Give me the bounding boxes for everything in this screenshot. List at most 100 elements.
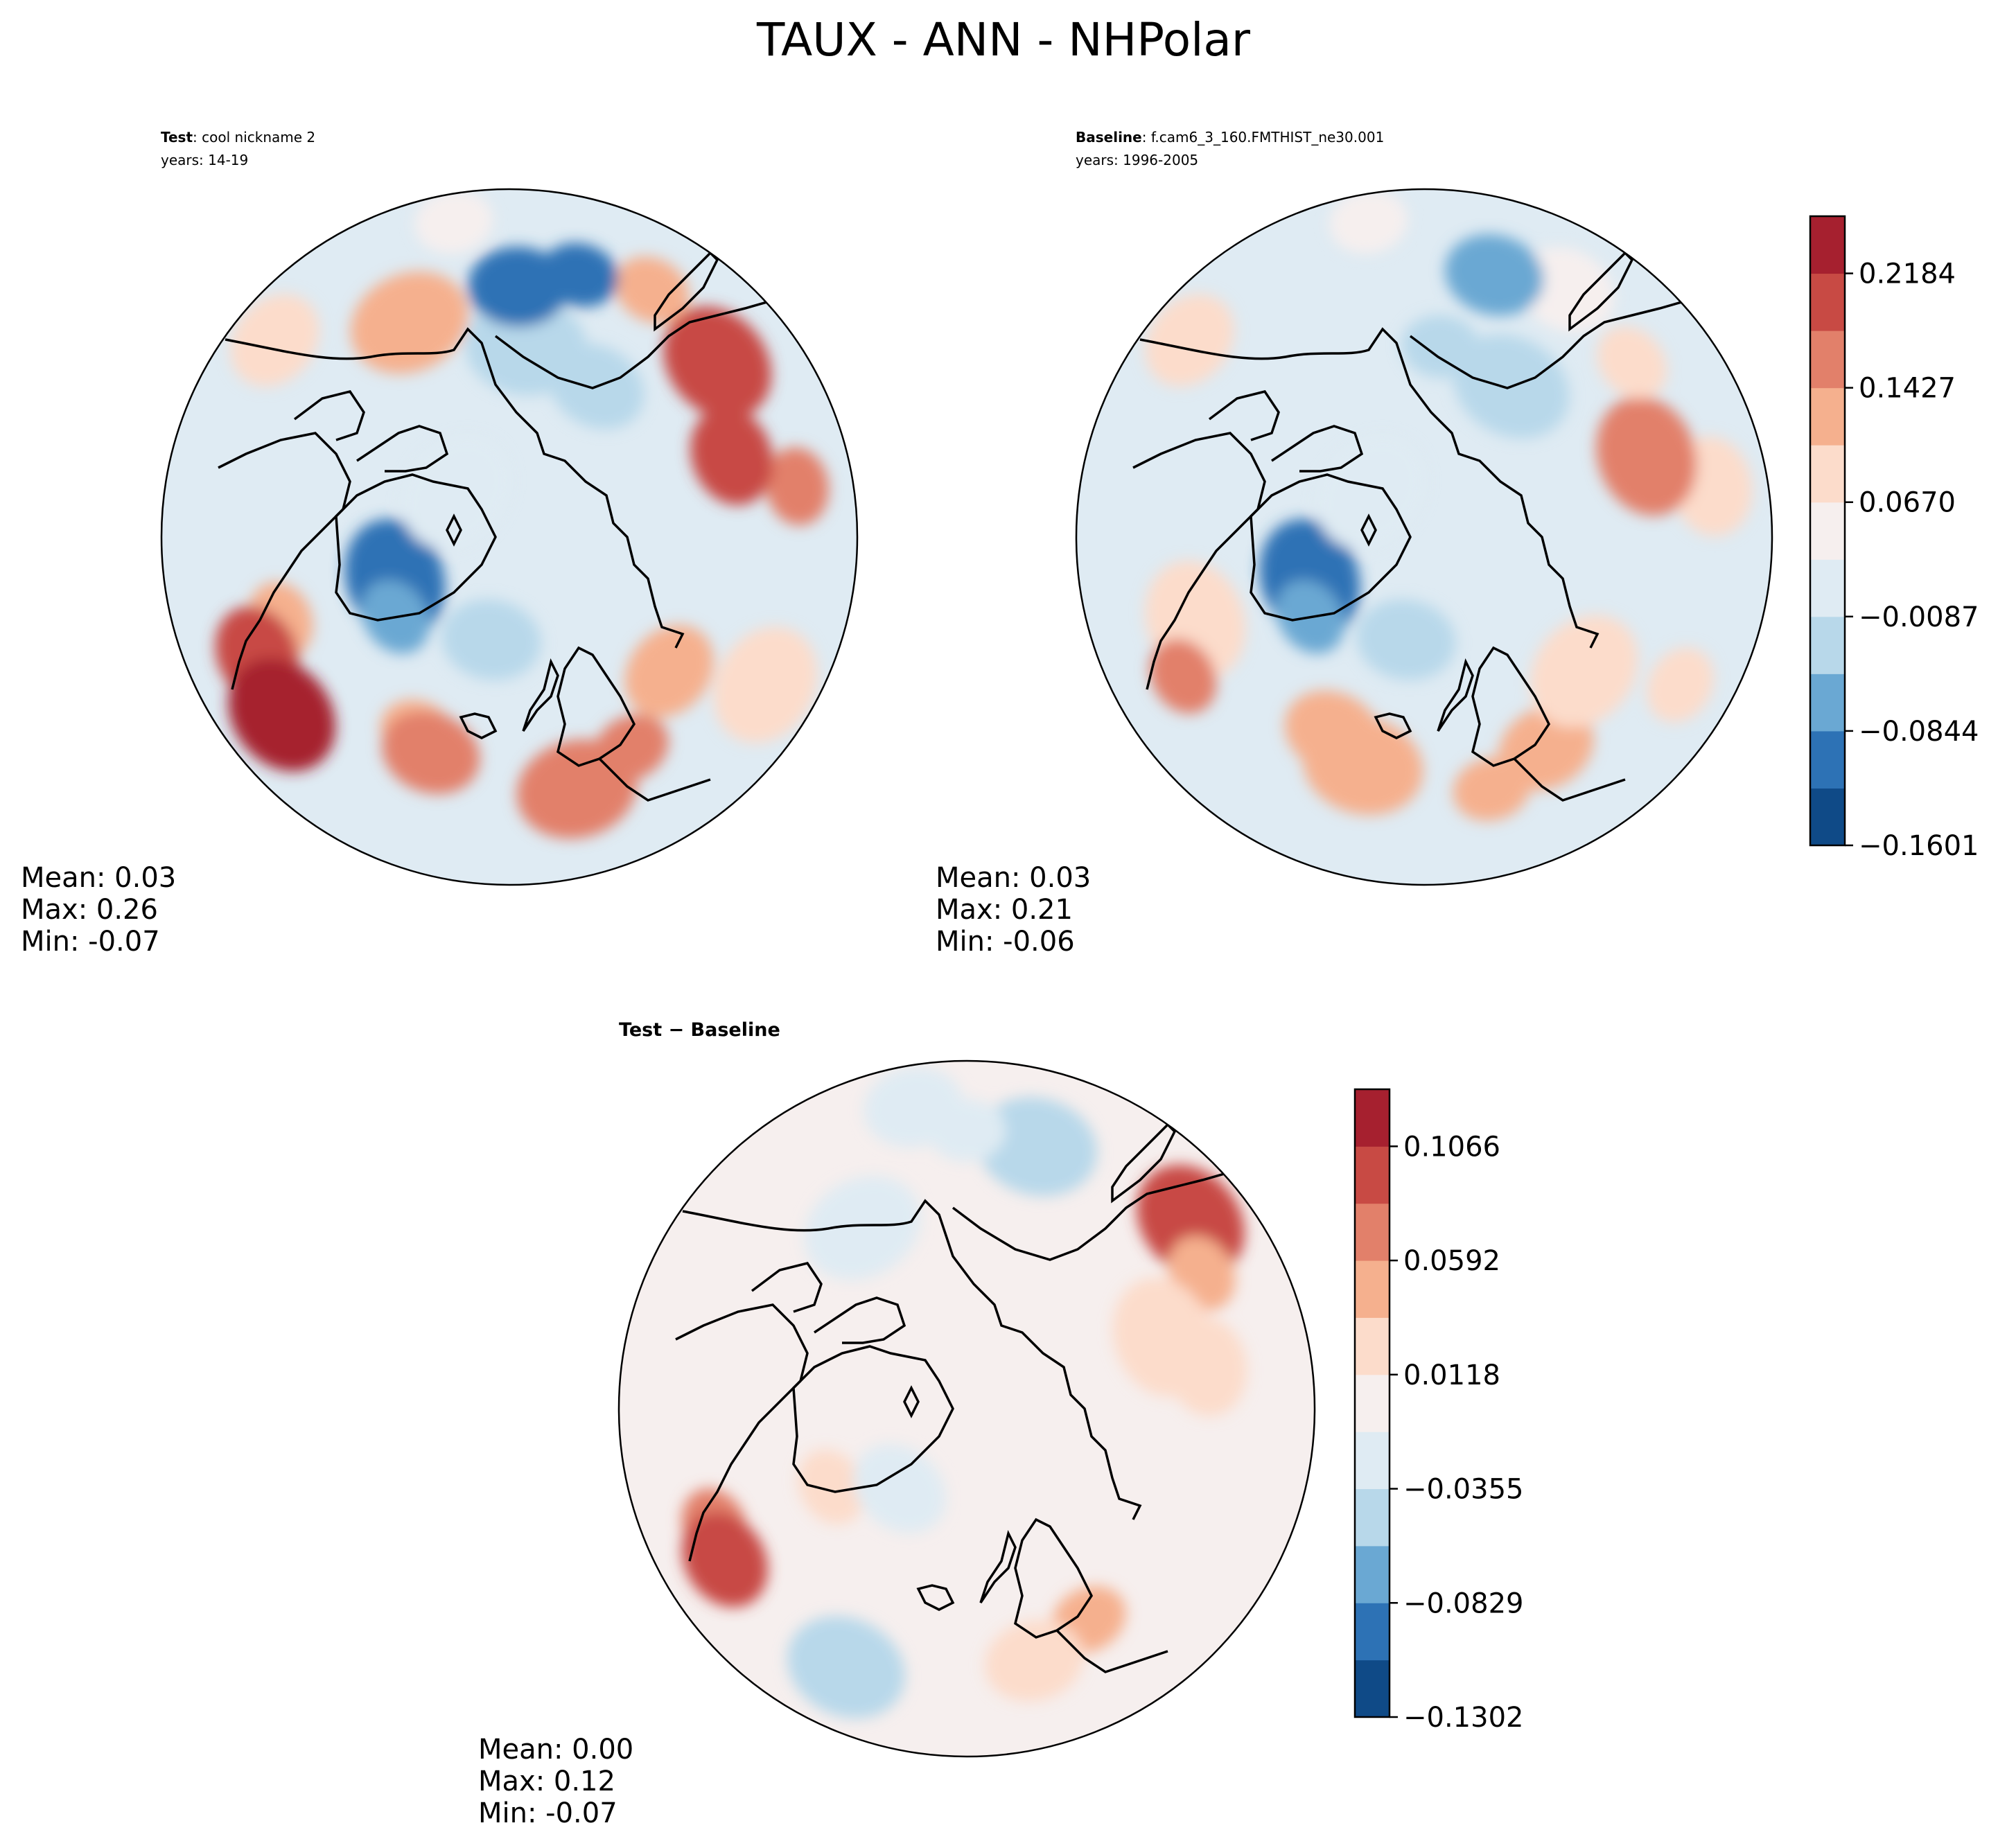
- difference-field-region: [985, 1619, 1084, 1702]
- figure-title: TAUX - ANN - NHPolar: [756, 13, 1251, 67]
- difference-field-region: [681, 1512, 769, 1608]
- colorbar-main-frame: [1809, 215, 1846, 847]
- test-field-region: [624, 625, 714, 718]
- colorbar-difference-swatch: [1355, 1660, 1390, 1718]
- test-field-region: [414, 190, 493, 254]
- panel-test: Test: cool nickname 2 years: 14-19 Mean: [21, 129, 859, 958]
- baseline-field-region: [1149, 638, 1217, 714]
- colorbar-main-swatch: [1810, 445, 1845, 503]
- colorbar-difference: 0.1066 0.0592 0.0118 −0.0355 −0.0829 −0.1302: [1353, 1088, 1523, 1734]
- difference-stat-max: Max: 0.12: [478, 1766, 615, 1797]
- colorbar-difference-tick-label: 0.1066: [1403, 1131, 1500, 1163]
- difference-field-region: [853, 1444, 946, 1533]
- colorbar-main-tick-label: −0.0087: [1859, 601, 1979, 633]
- difference-field-region: [804, 1176, 921, 1281]
- difference-map-boundary: [617, 1059, 1316, 1758]
- baseline-coastlines: [1132, 251, 1703, 802]
- test-label: Test: cool nickname 2: [161, 129, 315, 146]
- colorbar-main-swatch: [1810, 273, 1845, 331]
- baseline-field-region: [1597, 326, 1667, 399]
- colorbar-main-swatch: [1810, 502, 1845, 560]
- colorbar-main-tick-label: 0.1427: [1859, 373, 1956, 405]
- colorbar-main-swatch: [1810, 216, 1845, 274]
- colorbar-difference-swatch: [1355, 1488, 1390, 1547]
- test-field: [215, 190, 829, 839]
- baseline-label-bold: Baseline: [1076, 129, 1142, 146]
- difference-field-region: [864, 1066, 964, 1148]
- colorbar-difference-tick-label: 0.0592: [1403, 1245, 1500, 1277]
- test-coastlines: [218, 251, 788, 802]
- colorbar-main-swatch: [1810, 788, 1845, 846]
- colorbar-difference-tick-label: −0.0355: [1403, 1474, 1523, 1506]
- baseline-label: Baseline: f.cam6_3_160.FMTHIST_ne30.001: [1076, 129, 1384, 146]
- colorbar-difference-tick-label: −0.0829: [1403, 1587, 1523, 1619]
- test-label-name: cool nickname 2: [198, 129, 315, 146]
- baseline-field-region: [1317, 436, 1426, 549]
- test-field-region: [382, 711, 480, 794]
- colorbar-main-swatch: [1810, 616, 1845, 674]
- baseline-field-region: [1329, 190, 1408, 254]
- colorbar-main-swatch: [1810, 387, 1845, 446]
- baseline-years: years: 1996-2005: [1076, 152, 1198, 168]
- difference-field-region: [787, 1616, 905, 1718]
- test-field-region: [663, 306, 772, 419]
- panel-difference: Test − Baseline Mean: 0.00 Max: 0.12: [478, 1019, 1316, 1829]
- colorbar-difference-swatch: [1355, 1203, 1390, 1261]
- test-map: [161, 189, 857, 885]
- difference-field-region: [798, 1450, 865, 1524]
- test-stat-max: Max: 0.26: [21, 894, 158, 926]
- test-field-region: [228, 658, 336, 772]
- colorbar-main-tick-label: −0.1601: [1859, 830, 1979, 862]
- test-field-region: [230, 294, 319, 387]
- colorbar-difference-swatch: [1355, 1260, 1390, 1318]
- baseline-field-region: [1596, 396, 1697, 516]
- test-field-region: [614, 256, 690, 324]
- colorbar-main-tick-label: 0.0670: [1859, 487, 1956, 519]
- baseline-stat-max: Max: 0.21: [936, 894, 1073, 926]
- colorbar-difference-swatch: [1355, 1603, 1390, 1661]
- colorbar-difference-swatch: [1355, 1317, 1390, 1375]
- baseline-field-region: [1401, 315, 1480, 378]
- baseline-stat-mean: Mean: 0.03: [936, 862, 1091, 894]
- colorbar-difference-swatch: [1355, 1089, 1390, 1147]
- colorbar-main-swatch: [1810, 331, 1845, 389]
- difference-stat-min: Min: -0.07: [478, 1797, 617, 1829]
- panel-baseline: Baseline: f.cam6_3_160.FMTHIST_ne30.001 …: [936, 129, 1773, 958]
- test-stat-mean: Mean: 0.03: [21, 862, 176, 894]
- test-field-region: [713, 626, 818, 743]
- test-field-region: [350, 271, 468, 374]
- test-field-region: [765, 447, 829, 525]
- colorbar-difference-tick-label: −0.1302: [1403, 1702, 1523, 1734]
- baseline-field-region: [1518, 247, 1615, 333]
- baseline-map-background: [1076, 189, 1772, 885]
- test-label-sep: :: [193, 129, 198, 146]
- difference-map: [619, 1061, 1315, 1757]
- colorbar-main-swatch: [1810, 559, 1845, 617]
- test-label-bold: Test: [161, 129, 193, 146]
- baseline-field-region: [1145, 294, 1234, 387]
- difference-field: [681, 1066, 1247, 1718]
- baseline-label-name: f.cam6_3_160.FMTHIST_ne30.001: [1146, 129, 1384, 146]
- baseline-field-region: [1302, 716, 1423, 816]
- colorbar-main-swatch: [1810, 730, 1845, 789]
- baseline-field-region: [1530, 615, 1638, 728]
- difference-stat-mean: Mean: 0.00: [478, 1734, 633, 1766]
- baseline-map-boundary: [1075, 188, 1773, 886]
- baseline-map: [1076, 189, 1772, 885]
- difference-label: Test − Baseline: [619, 1019, 780, 1041]
- test-field-region: [402, 436, 511, 549]
- colorbar-main: 0.2184 0.1427 0.0670 −0.0087 −0.0844 −0.1601: [1809, 215, 1979, 862]
- difference-field-region: [1112, 1278, 1213, 1397]
- test-field-region: [441, 599, 541, 680]
- colorbar-difference-swatch: [1355, 1146, 1390, 1204]
- test-years: years: 14-19: [161, 152, 248, 168]
- colorbar-difference-swatch: [1355, 1432, 1390, 1490]
- test-map-boundary: [160, 188, 859, 886]
- test-field-region: [690, 407, 773, 505]
- test-field-region: [468, 247, 568, 327]
- colorbar-main-tick-label: −0.0844: [1859, 716, 1979, 748]
- baseline-stat-min: Min: -0.06: [936, 926, 1075, 958]
- colorbar-difference-swatch: [1355, 1545, 1390, 1603]
- colorbar-main-swatch: [1810, 674, 1845, 732]
